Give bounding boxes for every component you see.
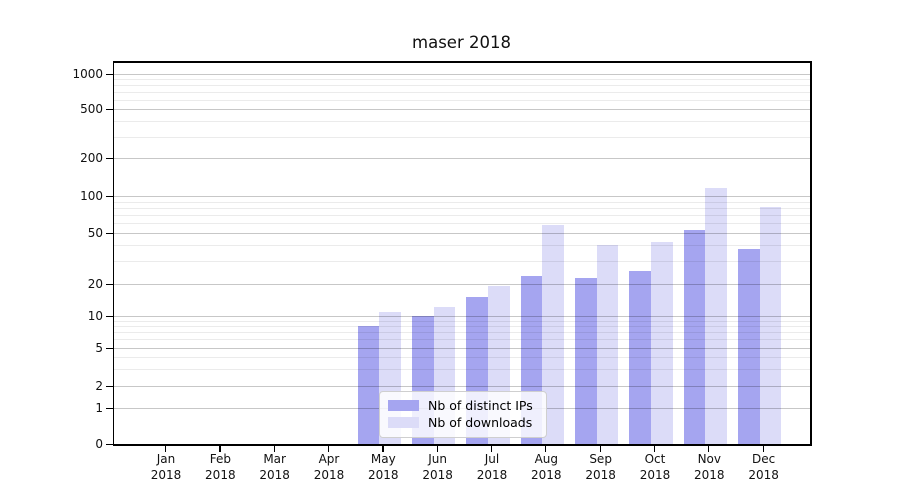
gridline-minor-70 [113,214,810,216]
x-tick-label-may: May 2018 [368,452,399,482]
y-tickmark-2 [106,386,113,388]
gridline-major-20 [113,283,810,285]
x-tickmark-jun [436,445,438,452]
legend-swatch-downloads [388,417,419,428]
axis-spine-left [112,61,114,446]
x-tickmark-sep [599,445,601,452]
bar-distinct-ips-nov [683,229,706,444]
gridline-minor-900 [113,79,810,81]
y-tick-label-10: 10 [87,309,103,323]
bar-downloads-aug [542,224,564,444]
gridline-minor-700 [113,92,810,94]
y-tick-label-500: 500 [80,102,103,117]
gridline-major-5 [113,347,810,349]
y-tick-label-5: 5 [95,340,103,355]
x-tick-label-apr: Apr 2018 [313,452,345,482]
bar-downloads-dec [759,206,782,444]
gridline-minor-3 [113,369,810,371]
legend: Nb of distinct IPs Nb of downloads [379,391,547,438]
axis-spine-right [810,61,812,446]
x-tick-label-jun: Jun 2018 [422,452,453,482]
x-tickmark-nov [708,445,710,452]
gridline-minor-40 [113,245,810,247]
y-tickmark-500 [106,109,113,111]
y-tickmark-20 [106,283,113,285]
bar-distinct-ips-oct [629,271,651,444]
x-tick-label-dec: Dec 2018 [748,452,779,482]
y-tick-label-100: 100 [80,189,103,203]
x-tickmark-may [382,445,384,452]
gridline-minor-800 [113,85,810,87]
legend-item-distinct-ips: Nb of distinct IPs [388,397,538,414]
x-tickmark-apr [327,445,330,452]
x-tickmark-mar [273,445,275,452]
gridline-minor-9 [113,320,810,322]
gridline-major-50 [113,232,810,234]
gridline-minor-80 [113,207,810,209]
legend-item-downloads: Nb of downloads [388,414,538,431]
y-tickmark-10 [106,316,113,318]
chart-title: maser 2018 [412,33,511,52]
x-tick-label-feb: Feb 2018 [205,452,236,482]
gridline-major-200 [113,158,810,160]
axis-spine-bottom [112,444,812,446]
y-tickmark-1000 [106,74,113,76]
gridline-minor-60 [113,223,810,225]
x-tick-label-jan: Jan 2018 [150,452,182,482]
y-tick-label-20: 20 [87,276,103,291]
axis-spine-top [112,61,810,63]
gridline-minor-30 [113,261,810,263]
y-tickmark-200 [106,158,113,160]
x-tickmark-jul [490,445,493,452]
legend-label-distinct-ips: Nb of distinct IPs [428,398,533,413]
bar-downloads-oct [650,242,673,444]
gridline-major-1000 [113,74,810,75]
bar-distinct-ips-dec [737,249,760,444]
y-tickmark-1 [106,408,113,410]
y-tick-label-50: 50 [87,225,103,240]
gridline-major-10 [113,316,810,317]
y-tickmark-5 [106,347,113,349]
x-tick-label-oct: Oct 2018 [639,452,671,482]
x-tick-label-mar: Mar 2018 [259,452,290,482]
y-tickmark-50 [106,232,113,234]
gridline-minor-7 [113,332,810,334]
gridline-minor-300 [113,136,810,138]
x-tick-label-sep: Sep 2018 [585,452,616,482]
gridline-minor-600 [113,100,810,101]
y-tickmark-100 [106,196,113,198]
legend-label-downloads: Nb of downloads [428,415,533,430]
bar-distinct-ips-sep [574,278,597,444]
bar-downloads-sep [596,245,619,444]
gridline-minor-4 [113,357,810,359]
y-tickmark-0 [106,444,113,446]
x-tick-label-aug: Aug 2018 [531,452,562,482]
y-tick-label-1: 1 [95,401,103,415]
bar-distinct-ips-may [357,326,380,444]
legend-swatch-distinct-ips [388,400,419,411]
gridline-major-100 [113,196,810,197]
y-tick-label-1000: 1000 [72,67,103,81]
gridline-major-2 [113,386,810,387]
y-tick-label-2: 2 [95,379,103,393]
gridline-minor-400 [113,121,810,123]
x-tick-label-jul: Jul 2018 [476,452,508,482]
gridline-minor-6 [113,339,810,341]
x-tickmark-feb [219,445,221,452]
x-tickmark-dec [762,445,764,452]
x-tickmark-jan [165,445,167,452]
x-tickmark-aug [545,445,547,452]
gridline-major-500 [113,109,810,111]
gridline-minor-90 [113,201,810,203]
gridline-minor-8 [113,326,810,328]
x-tick-label-nov: Nov 2018 [694,452,725,482]
y-tick-label-200: 200 [80,151,103,166]
bar-downloads-nov [705,188,727,444]
x-tickmark-oct [653,445,656,452]
y-tick-label-0: 0 [95,437,103,451]
